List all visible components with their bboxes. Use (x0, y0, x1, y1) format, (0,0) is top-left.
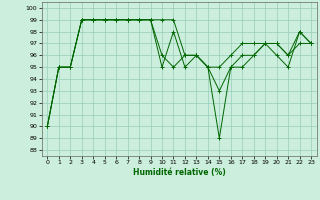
X-axis label: Humidité relative (%): Humidité relative (%) (133, 168, 226, 177)
